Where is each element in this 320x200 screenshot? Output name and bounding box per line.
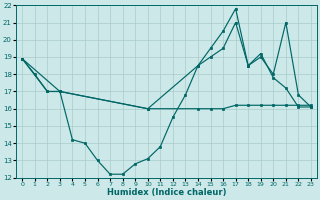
X-axis label: Humidex (Indice chaleur): Humidex (Indice chaleur) <box>107 188 226 197</box>
